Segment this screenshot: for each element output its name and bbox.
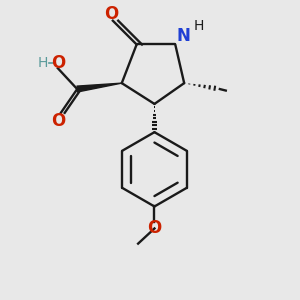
Text: O: O — [147, 220, 162, 238]
Text: O: O — [104, 5, 118, 23]
Text: O: O — [51, 54, 66, 72]
Text: O: O — [51, 112, 65, 130]
Text: N: N — [177, 27, 190, 45]
Text: H: H — [37, 56, 48, 70]
Polygon shape — [77, 83, 122, 92]
Text: H: H — [193, 19, 204, 33]
